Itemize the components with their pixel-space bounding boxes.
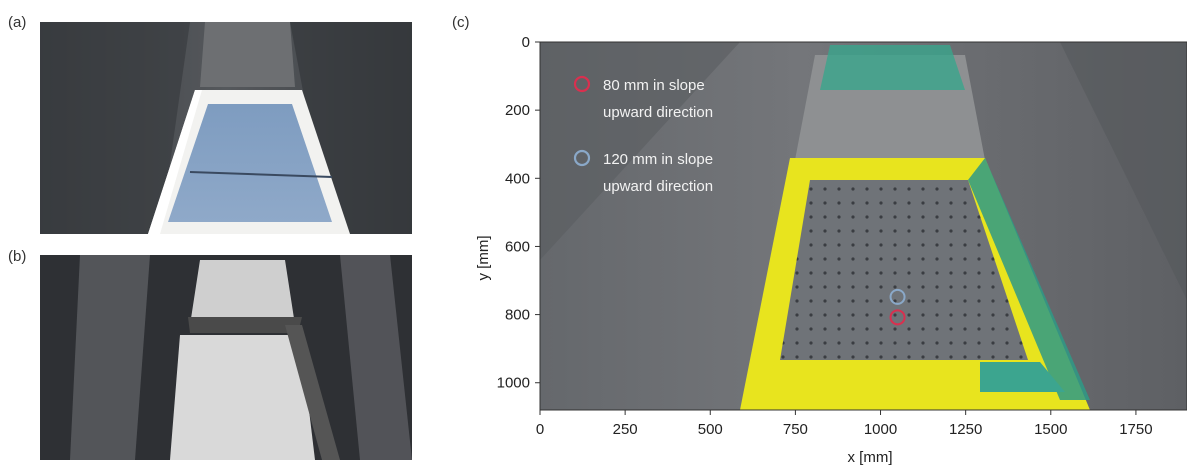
photo-a [40, 22, 412, 234]
marker-series-1 [889, 288, 906, 305]
plot-frame [539, 41, 1187, 411]
x-axis-title: x [mm] [848, 449, 893, 466]
legend-label-80mm-line2: upward direction [603, 104, 713, 121]
panel-c-label: (c) [452, 14, 470, 31]
y-axis: 0 200 400 600 800 1000 [497, 34, 540, 392]
photo-b [40, 255, 412, 460]
legend-marker-80mm [573, 75, 591, 93]
y-tick-label: 800 [505, 307, 530, 324]
legend-label-80mm-line1: 80 mm in slope [603, 77, 705, 94]
x-tick-label: 1250 [949, 421, 982, 438]
x-tick-label: 1500 [1034, 421, 1067, 438]
marker-series-0 [889, 309, 906, 326]
panel-a-label: (a) [8, 14, 27, 31]
legend-label-120mm-line2: upward direction [603, 178, 713, 195]
y-tick-label: 600 [505, 238, 530, 255]
markers [889, 288, 906, 326]
panel-b-label: (b) [8, 248, 27, 265]
x-axis: 0 250 500 750 1000 1250 1500 1750 [536, 410, 1153, 438]
y-tick-label: 1000 [497, 375, 530, 392]
x-tick-label: 0 [536, 421, 544, 438]
y-tick-label: 200 [505, 102, 530, 119]
x-tick-label: 1000 [864, 421, 897, 438]
x-tick-label: 250 [613, 421, 638, 438]
y-tick-label: 400 [505, 170, 530, 187]
plot-c: 0 250 500 750 1000 1250 1500 1750 0 200 400 600 800… [475, 34, 1187, 466]
y-axis-title: y [mm] [475, 236, 492, 281]
x-tick-label: 750 [783, 421, 808, 438]
legend: 80 mm in slope upward direction 120 mm i… [573, 75, 713, 195]
photo-b-image [40, 255, 412, 460]
plot-background-image [540, 42, 1187, 410]
photo-a-image [40, 22, 412, 234]
y-tick-label: 0 [522, 34, 530, 51]
legend-marker-120mm [573, 149, 591, 167]
x-tick-label: 500 [698, 421, 723, 438]
legend-label-120mm-line1: 120 mm in slope [603, 151, 713, 168]
x-tick-label: 1750 [1119, 421, 1152, 438]
